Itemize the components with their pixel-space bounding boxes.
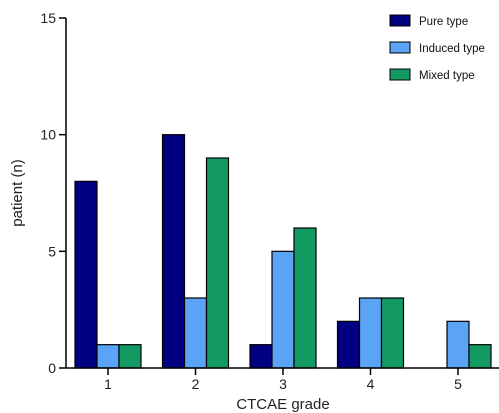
x-tick-label: 3 xyxy=(279,376,287,392)
legend-label: Pure type xyxy=(419,16,468,28)
legend-swatch xyxy=(389,68,411,81)
bar-mixed-type-grade-4 xyxy=(380,297,405,369)
bar-mixed-type-grade-2 xyxy=(205,157,230,369)
y-tick-label: 0 xyxy=(48,360,56,376)
legend-label: Induced type xyxy=(419,43,485,55)
y-axis-ticks: 0 5 10 15 xyxy=(40,10,66,376)
bar-induced-type-grade-3 xyxy=(271,250,295,369)
bar-induced-type-grade-4 xyxy=(358,297,383,369)
bar-induced-type-grade-1 xyxy=(96,344,120,369)
bar-pure-type-grade-2 xyxy=(161,134,186,369)
x-axis-ticks: 1 2 3 4 5 xyxy=(104,368,462,392)
bar-induced-type-grade-5 xyxy=(446,320,470,369)
x-tick-label: 5 xyxy=(454,376,462,392)
y-tick-label: 10 xyxy=(40,127,56,143)
legend-label: Mixed type xyxy=(419,70,475,82)
bar-pure-type-grade-3 xyxy=(249,344,273,369)
bar-mixed-type-grade-5 xyxy=(468,344,492,369)
legend-swatch xyxy=(389,41,411,54)
y-tick-label: 15 xyxy=(40,10,56,26)
x-tick-label: 4 xyxy=(367,376,375,392)
bar-mixed-type-grade-3 xyxy=(293,227,317,369)
bar-pure-type-grade-4 xyxy=(336,320,361,369)
legend: Pure type Induced type Mixed type xyxy=(389,14,485,82)
bar-mixed-type-grade-1 xyxy=(118,344,142,369)
y-tick-label: 5 xyxy=(48,243,56,259)
x-axis-title: CTCAE grade xyxy=(236,396,329,413)
bar-pure-type-grade-1 xyxy=(74,180,98,369)
bar-induced-type-grade-2 xyxy=(183,297,208,369)
x-tick-label: 2 xyxy=(192,376,200,392)
legend-swatch xyxy=(389,14,411,27)
x-tick-label: 1 xyxy=(104,376,112,392)
y-axis-title: patient (n) xyxy=(9,159,26,227)
bars-group xyxy=(74,134,492,369)
